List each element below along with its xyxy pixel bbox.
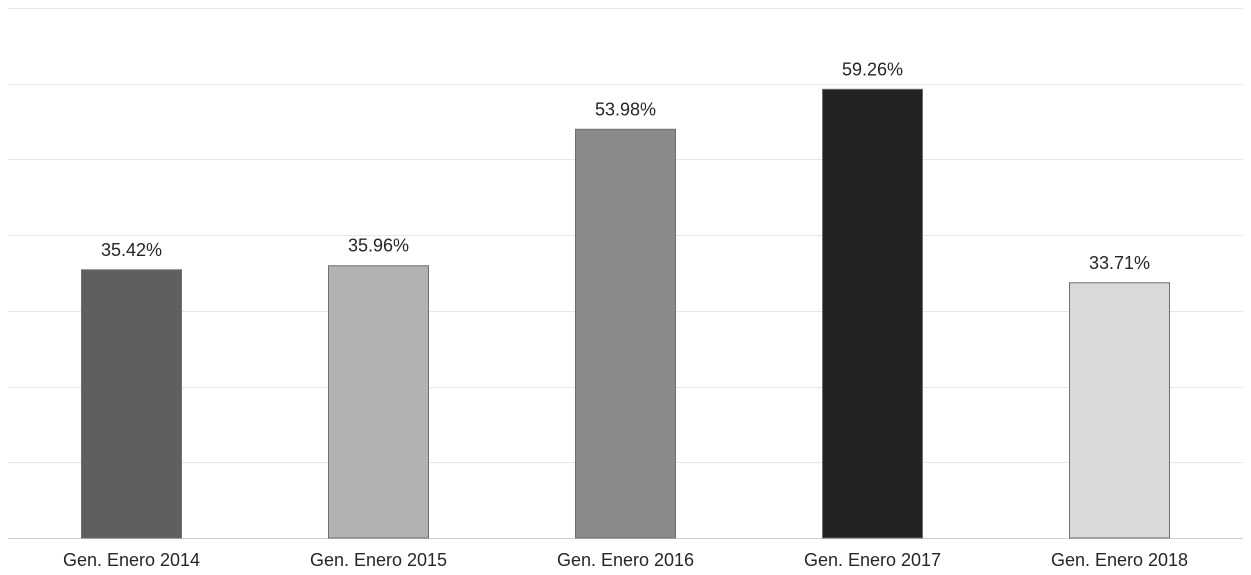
category-labels: Gen. Enero 2014 Gen. Enero 2015 Gen. Enero…	[63, 550, 1188, 570]
bar	[822, 88, 923, 539]
data-label: 59.26%	[842, 59, 903, 79]
data-label: 53.98%	[595, 99, 656, 119]
data-label: 33.71%	[1089, 253, 1150, 273]
bar	[1069, 282, 1170, 539]
bars	[81, 88, 1170, 539]
category-label: Gen. Enero 2017	[804, 550, 941, 570]
data-labels: 35.42% 35.96% 53.98% 59.26% 33.71%	[101, 59, 1150, 272]
bar	[328, 265, 429, 539]
data-label: 35.42%	[101, 240, 162, 260]
category-label: Gen. Enero 2016	[557, 550, 694, 570]
bar	[81, 269, 182, 539]
category-label: Gen. Enero 2018	[1051, 550, 1188, 570]
category-label: Gen. Enero 2015	[310, 550, 447, 570]
bar	[575, 128, 676, 539]
data-label: 35.96%	[348, 236, 409, 256]
category-label: Gen. Enero 2014	[63, 550, 200, 570]
